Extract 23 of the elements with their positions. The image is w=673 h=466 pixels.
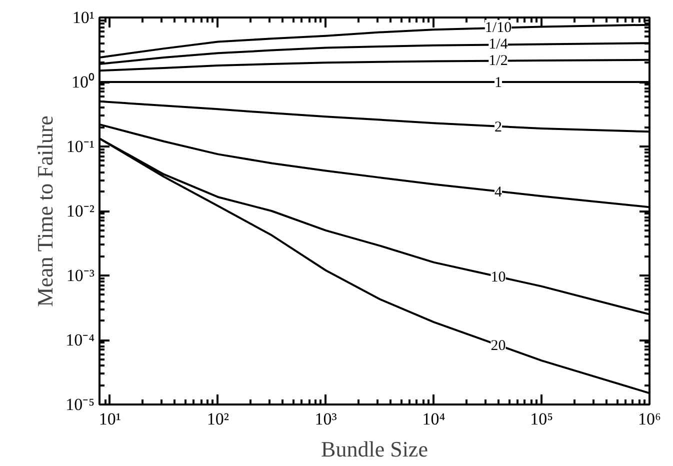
series-label: 10 [490, 270, 506, 286]
x-tick-label: 10⁵ [530, 410, 554, 428]
y-tick-label: 10⁻¹ [66, 137, 95, 156]
series-label: 1 [494, 75, 502, 91]
series-label: 2 [494, 119, 502, 136]
y-tick-label: 10⁰ [72, 72, 94, 92]
x-tick-label: 10¹ [98, 410, 122, 428]
y-tick-label: 10¹ [72, 8, 95, 27]
x-tick-label: 10⁶ [638, 410, 662, 428]
x-axis-title: Bundle Size [321, 436, 428, 462]
legend-label: 1/4 [488, 36, 508, 53]
series-label: 1/2 [488, 52, 508, 69]
y-tick-label: 10⁻⁵ [66, 395, 95, 414]
y-tick-label: 10⁻² [66, 202, 95, 220]
series-label: 4 [494, 184, 502, 200]
x-tick-label: 10⁴ [422, 410, 446, 428]
legend-label: 1/10 [484, 20, 512, 36]
y-tick-label: 10⁻⁴ [66, 330, 95, 350]
y-tick-label: 10⁻³ [66, 266, 95, 285]
x-tick-label: 10² [206, 410, 229, 428]
y-axis-title: Mean Time to Failure [32, 116, 58, 307]
x-tick-label: 10³ [314, 410, 337, 428]
series-label: 20 [490, 338, 506, 354]
